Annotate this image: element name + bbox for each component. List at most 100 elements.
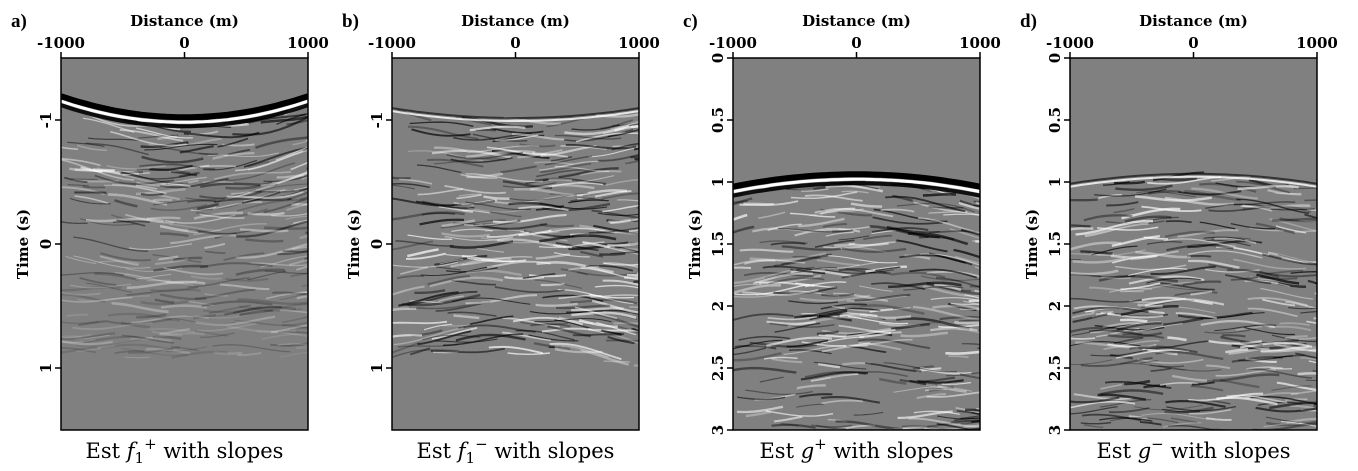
y-tick-label: 2.5 xyxy=(1046,355,1064,381)
y-tick-label: 0.5 xyxy=(1046,107,1064,133)
noise-event xyxy=(299,195,371,205)
caption-superscript: − xyxy=(475,435,488,453)
noise-event xyxy=(1314,316,1358,319)
y-tick-label: 0 xyxy=(368,239,386,249)
x-tick-label: -1000 xyxy=(709,34,757,52)
noise-event xyxy=(311,101,369,119)
x-axis-label: Distance (m) xyxy=(461,12,570,30)
noise-event xyxy=(1317,340,1358,344)
caption-symbol: g xyxy=(801,439,814,463)
noise-event xyxy=(1304,200,1335,201)
y-tick-label: -1 xyxy=(37,112,55,129)
caption: Est f1+ with slopes xyxy=(86,435,284,467)
caption-symbol: g xyxy=(1138,439,1151,463)
x-tick-label: 1000 xyxy=(1296,34,1338,52)
y-tick-label: 2.5 xyxy=(709,355,727,381)
noise-event xyxy=(639,204,694,209)
noise-event xyxy=(970,286,1000,287)
noise-event xyxy=(1315,292,1357,294)
x-tick-label: 0 xyxy=(510,34,520,52)
noise-event xyxy=(645,216,671,218)
noise-event xyxy=(651,355,713,378)
caption: Est f1− with slopes xyxy=(417,435,615,467)
noise-event xyxy=(981,299,1047,306)
x-tick-label: 0 xyxy=(179,34,189,52)
x-tick-label: 1000 xyxy=(618,34,660,52)
noise-event xyxy=(649,175,701,179)
noise-event xyxy=(315,128,394,156)
y-tick-label: -1 xyxy=(368,112,386,129)
caption-superscript: + xyxy=(814,435,827,453)
y-axis-label: Time (s) xyxy=(14,209,32,279)
noise-event xyxy=(990,419,1047,424)
caption-text: with slopes xyxy=(1164,439,1291,463)
noise-event xyxy=(1324,382,1358,388)
y-tick-label: 1 xyxy=(37,363,55,373)
noise-event xyxy=(305,251,344,260)
noise-event xyxy=(1317,283,1348,286)
noise-event xyxy=(1071,338,1095,339)
noise-event xyxy=(1306,380,1326,381)
noise-event xyxy=(970,433,994,436)
noise-event xyxy=(821,294,854,295)
y-tick-label: 0.5 xyxy=(709,107,727,133)
x-axis-label: Distance (m) xyxy=(802,12,911,30)
noise-event xyxy=(300,175,373,190)
noise-event xyxy=(1321,222,1340,225)
panel-label: a) xyxy=(11,11,27,32)
panel-label: b) xyxy=(342,11,359,32)
noise-event xyxy=(1193,433,1244,437)
noise-event xyxy=(1321,195,1358,209)
x-tick-label: 0 xyxy=(1188,34,1198,52)
noise-event xyxy=(979,295,1010,304)
y-tick-label: 1 xyxy=(1046,177,1064,187)
noise-event xyxy=(1222,335,1246,336)
x-tick-label: 0 xyxy=(851,34,861,52)
noise-event xyxy=(392,309,416,310)
noise-event xyxy=(858,431,908,436)
noise-event xyxy=(306,124,359,140)
noise-event xyxy=(634,365,653,367)
caption-subscript: 1 xyxy=(466,449,476,467)
y-axis-label: Time (s) xyxy=(345,209,363,279)
noise-event xyxy=(1313,406,1350,409)
x-tick-label: -1000 xyxy=(37,34,85,52)
noise-event xyxy=(1228,432,1266,438)
noise-event xyxy=(1064,200,1098,201)
y-axis-label: Time (s) xyxy=(686,209,704,279)
image-background xyxy=(61,58,308,430)
noise-event xyxy=(977,348,1042,361)
noise-event xyxy=(548,180,572,181)
seismic-image xyxy=(1058,58,1358,446)
noise-event xyxy=(645,334,669,335)
noise-event xyxy=(954,322,981,323)
noise-event xyxy=(638,183,692,190)
noise-event xyxy=(650,323,685,327)
y-tick-label: 1.5 xyxy=(1046,231,1064,257)
y-tick-label: 0 xyxy=(709,53,727,63)
noise-event xyxy=(1285,434,1340,438)
caption-text: with slopes xyxy=(157,439,284,463)
noise-event xyxy=(1322,313,1358,323)
noise-event xyxy=(141,194,163,195)
noise-event xyxy=(391,178,411,179)
noise-event xyxy=(1323,359,1358,363)
noise-event xyxy=(1328,204,1358,207)
noise-event xyxy=(307,139,380,169)
noise-event xyxy=(982,299,1025,305)
x-tick-label: 1000 xyxy=(287,34,329,52)
caption-subscript: 1 xyxy=(135,449,145,467)
y-tick-label: 1 xyxy=(368,363,386,373)
noise-event xyxy=(302,281,359,286)
caption-superscript: + xyxy=(144,435,157,453)
caption-text: Est xyxy=(86,439,127,463)
noise-event xyxy=(633,329,705,350)
noise-event xyxy=(83,187,105,188)
noise-event xyxy=(1319,387,1358,392)
noise-event xyxy=(640,321,677,328)
noise-event xyxy=(975,291,1045,295)
noise-event xyxy=(984,195,1037,204)
noise-event xyxy=(860,430,933,437)
seismic-image xyxy=(384,58,724,430)
noise-event xyxy=(1314,399,1358,405)
